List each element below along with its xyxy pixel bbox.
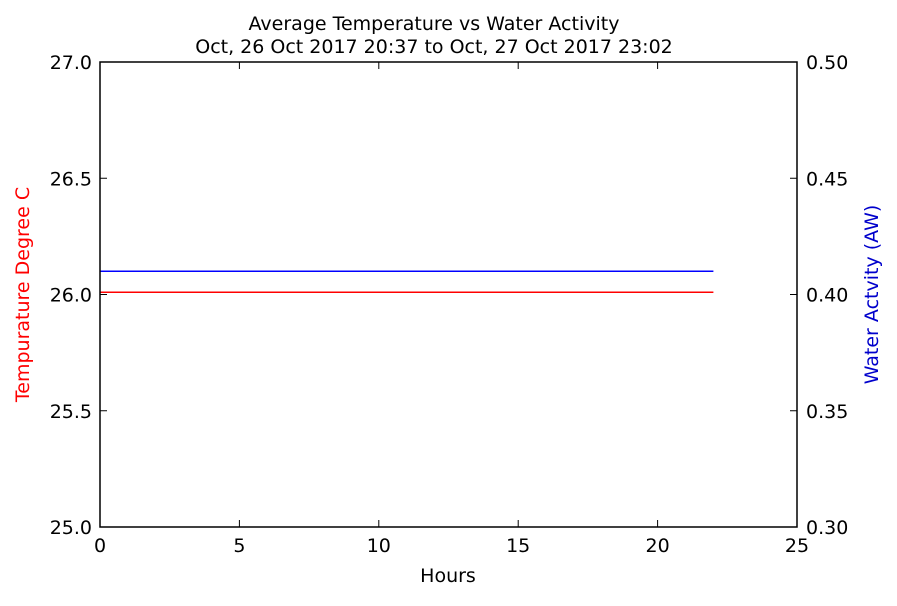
y-right-tick-label: 0.35 xyxy=(806,401,848,423)
chart-subtitle: Oct, 26 Oct 2017 20:37 to Oct, 27 Oct 20… xyxy=(195,36,673,58)
y-left-axis-ticks: 25.0 25.5 26.0 26.5 27.0 xyxy=(50,52,107,539)
x-tick-label: 10 xyxy=(367,535,391,557)
x-tick-label: 20 xyxy=(646,535,670,557)
y-right-tick-label: 0.45 xyxy=(806,168,848,190)
y-left-tick-label: 26.5 xyxy=(50,168,92,190)
series-lines xyxy=(100,270,714,293)
y-left-tick-label: 26.0 xyxy=(50,285,92,307)
x-tick-label: 15 xyxy=(506,535,530,557)
y-left-axis-label: Tempurature Degree C xyxy=(12,187,34,403)
y-left-tick-label: 27.0 xyxy=(50,52,92,74)
y-right-tick-label: 0.40 xyxy=(806,285,848,307)
plot-area-frame xyxy=(99,61,798,528)
x-axis-ticks: 0 5 10 15 20 25 xyxy=(94,62,809,557)
x-axis-label: Hours xyxy=(420,565,476,587)
chart-title: Average Temperature vs Water Activity xyxy=(249,13,620,35)
y-left-tick-label: 25.5 xyxy=(50,401,92,423)
y-right-tick-label: 0.50 xyxy=(806,52,848,74)
y-left-tick-label: 25.0 xyxy=(50,517,92,539)
x-tick-label: 25 xyxy=(785,535,809,557)
y-right-axis-label: Water Actvity (AW) xyxy=(861,205,883,385)
x-tick-label: 0 xyxy=(94,535,106,557)
x-tick-label: 5 xyxy=(233,535,245,557)
y-right-axis-ticks: 0.30 0.35 0.40 0.45 0.50 xyxy=(790,52,848,539)
y-right-tick-label: 0.30 xyxy=(806,517,848,539)
